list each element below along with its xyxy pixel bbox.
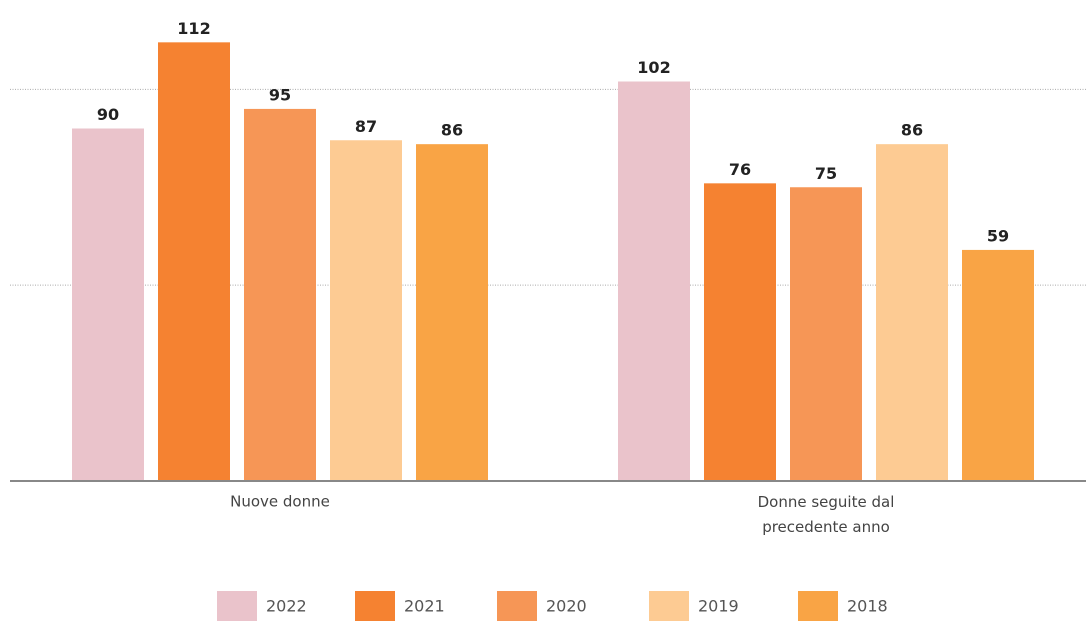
value-label: 76 [729, 160, 751, 179]
legend-swatch [798, 591, 838, 621]
bar [330, 140, 402, 481]
value-label: 75 [815, 164, 837, 183]
bar [876, 144, 948, 481]
value-label: 59 [987, 226, 1009, 245]
value-label: 87 [355, 117, 377, 136]
legend-swatch [497, 591, 537, 621]
bar [704, 183, 776, 482]
value-label: 86 [901, 121, 923, 140]
bar [962, 249, 1034, 481]
bar [416, 144, 488, 481]
legend-label: 2019 [698, 597, 739, 616]
value-label: 112 [177, 19, 210, 38]
value-label: 86 [441, 121, 463, 140]
legend-swatch [355, 591, 395, 621]
bar [790, 187, 862, 481]
bar [244, 108, 316, 482]
bar [618, 81, 690, 481]
legend-label: 2021 [404, 597, 445, 616]
value-label: 102 [637, 58, 670, 77]
bar [72, 128, 144, 481]
legend-label: 2020 [546, 597, 587, 616]
value-label: 95 [269, 85, 291, 104]
value-label: 90 [97, 105, 119, 124]
legend-swatch [649, 591, 689, 621]
x-tick-label: Nuove donne [230, 493, 330, 511]
legend-label: 2022 [266, 597, 307, 616]
x-tick-label: Donne seguite dal precedente anno [758, 493, 895, 536]
bar [158, 42, 230, 481]
legend-label: 2018 [847, 597, 888, 616]
legend-swatch [217, 591, 257, 621]
